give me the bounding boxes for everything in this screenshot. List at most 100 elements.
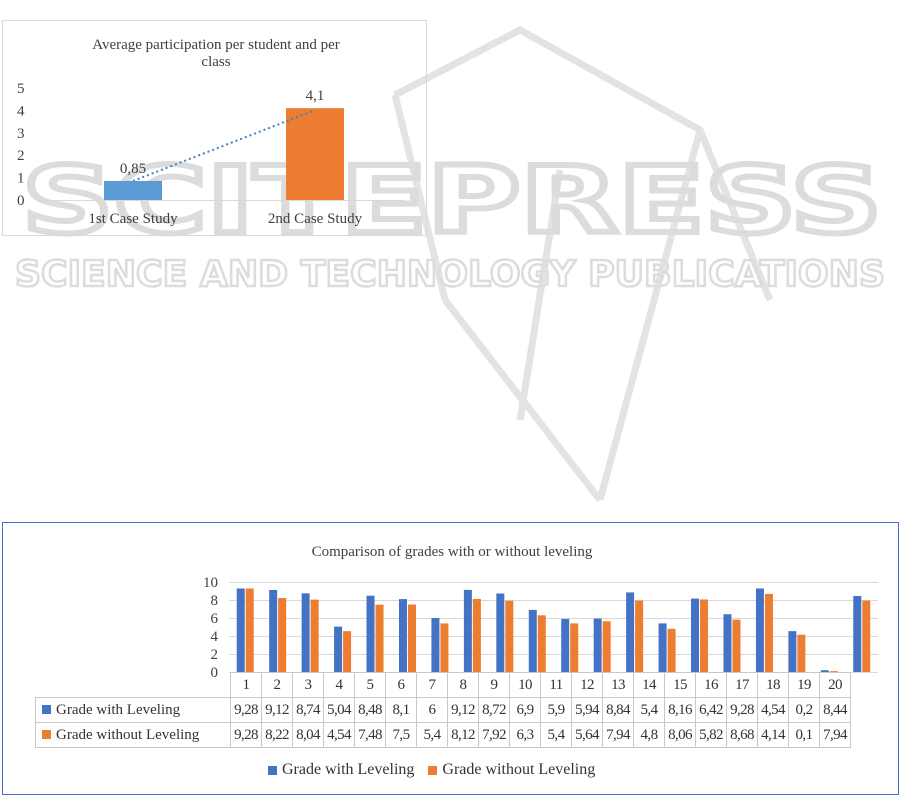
x-category-label: 7 [416,672,448,698]
legend-label: Grade without Leveling [442,761,596,778]
table-cell-value: 4,54 [323,722,355,748]
table-cell-value: 5,4 [416,722,448,748]
table-cell-value: 9,28 [726,697,758,723]
chart1-x-tick-label: 2nd Case Study [268,211,363,227]
table-cell-value: 8,22 [261,722,293,748]
bar-grade-without-leveling [310,599,319,672]
legend-item-grade-without-leveling: Grade without Leveling [428,761,595,779]
bar-grade-with-leveling [853,596,862,672]
chart1-data-label: 4,1 [306,88,325,104]
x-category-label: 15 [664,672,696,698]
bar-grade-with-leveling [820,670,829,672]
table-cell-value: 7,94 [819,722,851,748]
chart1-x-tick-label: 1st Case Study [88,211,178,227]
bar-grade-with-leveling [269,589,278,672]
chart1-title-line1: Average participation per student and pe… [92,37,340,53]
table-cell-value: 9,12 [261,697,293,723]
table-cell-value: 6,9 [509,697,541,723]
table-row-label: Grade without Leveling [35,722,231,748]
legend-item-grade-with-leveling: Grade with Leveling [268,761,414,779]
bar-grade-without-leveling [407,604,416,672]
bar-grade-with-leveling [528,609,537,672]
bar-grade-with-leveling [691,598,700,672]
chart1-y-tick-label: 5 [17,81,25,97]
x-category-label: 19 [788,672,820,698]
bar-grade-with-leveling [496,593,505,672]
bar-grade-without-leveling [602,621,611,672]
table-cell-value: 8,12 [447,722,479,748]
x-category-label: 12 [571,672,603,698]
chart1-data-label: 0,85 [120,161,146,177]
table-cell-value: 6 [416,697,448,723]
chart2-title: Comparison of grades with or without lev… [312,544,593,560]
participation-chart: Average participation per student and pe… [17,37,405,227]
bar-grade-without-leveling [829,671,838,672]
chart1-bar [104,180,162,200]
bar-grade-without-leveling [440,623,449,672]
x-category-label: 1 [230,672,262,698]
chart2-legend: Grade with Leveling Grade without Leveli… [268,761,595,779]
bar-grade-with-leveling [236,588,245,672]
table-cell-value: 4,54 [757,697,789,723]
bar-grade-with-leveling [431,618,440,672]
chart1-bar [286,108,344,200]
bar-grade-with-leveling [301,593,310,672]
bar-grade-with-leveling [398,599,407,672]
chart2-y-tick-label: 2 [211,647,219,663]
bar-grade-without-leveling [472,598,481,672]
table-cell-value: 8,84 [602,697,634,723]
table-cell-value: 9,12 [447,697,479,723]
x-category-label: 5 [354,672,386,698]
bar-grade-without-leveling [505,600,514,672]
legend-label: Grade with Leveling [282,761,415,778]
bar-grade-without-leveling [245,588,254,672]
x-category-label: 11 [540,672,572,698]
chart1-y-tick-label: 4 [17,103,25,119]
table-row: Grade without Leveling 9,28 8,22 8,04 4,54 7,… [35,722,851,748]
chart2-y-tick-label: 8 [211,593,219,609]
bar-grade-without-leveling [667,628,676,672]
table-cell-value: 9,28 [230,722,262,748]
bar-grade-with-leveling [463,589,472,672]
table-row-label: Grade with Leveling [35,697,231,723]
table-cell-value: 8,72 [478,697,510,723]
chart1-y-tick-label: 1 [17,171,25,187]
bar-grade-with-leveling [626,592,635,672]
table-cell-value: 8,48 [354,697,386,723]
bar-grade-with-leveling [334,626,343,672]
bar-grade-with-leveling [788,631,797,672]
bar-grade-with-leveling [723,614,732,672]
bar-grade-with-leveling [561,618,570,672]
legend-swatch-orange [428,765,438,775]
x-category-label: 17 [726,672,758,698]
table-cell-value: 5,4 [540,722,572,748]
chart1-y-tick-label: 0 [17,193,25,209]
x-category-label: 14 [633,672,665,698]
table-cell-value: 5,04 [323,697,355,723]
table-cell-value: 6,42 [695,697,727,723]
grades-data-table: 1 2 3 4 5 6 7 8 9 10 11 12 13 14 15 16 17 18 19 20 Grade wit… [35,672,851,748]
table-cell-value: 5,64 [571,722,603,748]
table-corner [35,672,231,698]
table-cell-value: 5,9 [540,697,572,723]
legend-swatch-blue [268,765,277,775]
table-cell-value: 8,68 [726,722,758,748]
x-category-label: 3 [292,672,324,698]
chart2-y-tick-label: 6 [211,611,219,627]
x-category-label: 2 [261,672,293,698]
row-swatch [42,704,51,714]
table-cell-value: 7,92 [478,722,510,748]
x-category-label: 9 [478,672,510,698]
x-category-label: 20 [819,672,851,698]
row-series-name: Grade with Leveling [56,701,181,718]
bar-grade-without-leveling [862,600,871,672]
chart1-title-line2: class [201,54,230,70]
bar-grade-with-leveling [366,595,375,672]
watermark-book-logo [391,26,774,503]
table-cell-value: 4,8 [633,722,665,748]
table-cell-value: 8,04 [292,722,324,748]
bar-grade-without-leveling [732,619,741,672]
table-cell-value: 8,44 [819,697,851,723]
bar-grade-without-leveling [278,598,287,672]
